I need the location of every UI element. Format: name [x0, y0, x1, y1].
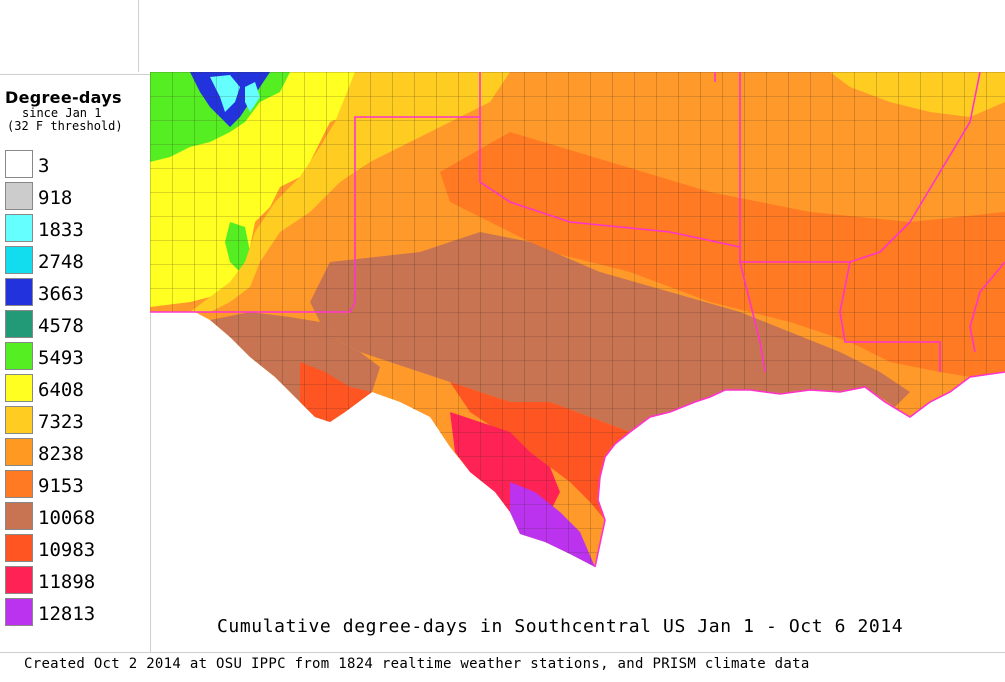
legend-item: 1833: [5, 214, 145, 244]
legend-swatch: [5, 278, 33, 306]
legend-item: 5493: [5, 342, 145, 372]
legend-right-border: [138, 0, 139, 72]
legend-item: 3: [5, 150, 145, 180]
legend-label: 7323: [38, 411, 84, 433]
legend: Degree-days since Jan 1 (32 F threshold)…: [0, 74, 150, 654]
legend-item: 11898: [5, 566, 145, 596]
legend-label: 12813: [38, 603, 96, 625]
legend-label: 9153: [38, 475, 84, 497]
legend-label: 11898: [38, 571, 96, 593]
legend-label: 10068: [38, 507, 96, 529]
legend-swatch: [5, 342, 33, 370]
map-canvas: [150, 71, 1005, 568]
footer-divider: [0, 652, 1005, 653]
legend-swatch: [5, 310, 33, 338]
legend-label: 6408: [38, 379, 84, 401]
legend-swatch: [5, 182, 33, 210]
legend-item: 10983: [5, 534, 145, 564]
legend-swatch: [5, 470, 33, 498]
legend-label: 1833: [38, 219, 84, 241]
legend-title: Degree-days: [5, 88, 122, 107]
legend-item: 9153: [5, 470, 145, 500]
legend-label: 3: [38, 155, 50, 177]
degree-day-map: [150, 71, 1005, 572]
temperature-fill: [150, 72, 1005, 567]
legend-swatch: [5, 406, 33, 434]
legend-swatch: [5, 214, 33, 242]
legend-item: 4578: [5, 310, 145, 340]
legend-subtitle-line2: (32 F threshold): [7, 119, 123, 133]
legend-item: 6408: [5, 374, 145, 404]
legend-label: 8238: [38, 443, 84, 465]
legend-item: 2748: [5, 246, 145, 276]
legend-swatch: [5, 374, 33, 402]
credit-line: Created Oct 2 2014 at OSU IPPC from 1824…: [24, 656, 810, 672]
legend-item: 3663: [5, 278, 145, 308]
legend-item: 918: [5, 182, 145, 212]
legend-swatch: [5, 598, 33, 626]
legend-divider: [150, 74, 151, 652]
map-title: Cumulative degree-days in Southcentral U…: [217, 616, 904, 637]
coastline: [594, 371, 1005, 568]
legend-item: 7323: [5, 406, 145, 436]
state-borders: [150, 71, 1005, 373]
legend-item: 12813: [5, 598, 145, 628]
legend-label: 4578: [38, 315, 84, 337]
legend-subtitle-line1: since Jan 1: [22, 106, 102, 120]
legend-swatch: [5, 534, 33, 562]
legend-swatch: [5, 246, 33, 274]
legend-swatch: [5, 566, 33, 594]
legend-swatch: [5, 150, 33, 178]
legend-item: 8238: [5, 438, 145, 468]
legend-label: 5493: [38, 347, 84, 369]
legend-swatch: [5, 438, 33, 466]
legend-label: 2748: [38, 251, 84, 273]
legend-label: 3663: [38, 283, 84, 305]
legend-item: 10068: [5, 502, 145, 532]
legend-label: 10983: [38, 539, 96, 561]
legend-label: 918: [38, 187, 73, 209]
legend-top-border: [0, 74, 150, 75]
legend-swatch: [5, 502, 33, 530]
